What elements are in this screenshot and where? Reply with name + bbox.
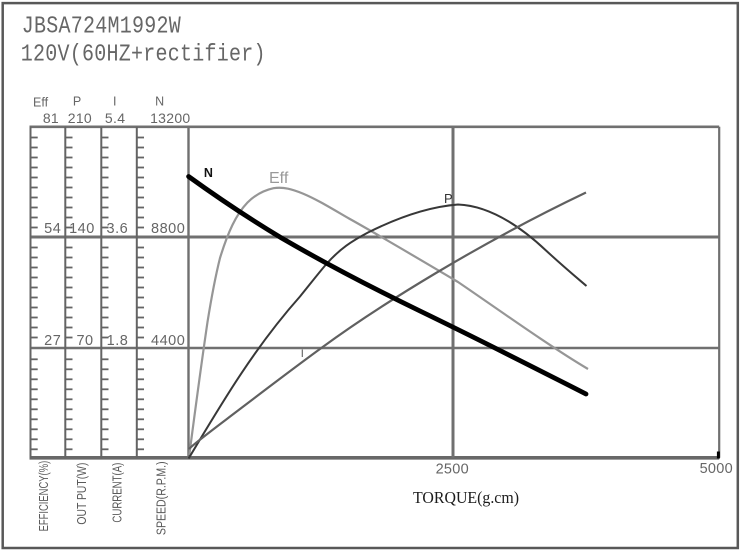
svg-text:13200: 13200: [150, 110, 190, 126]
svg-text:I: I: [301, 348, 304, 360]
svg-text:54: 54: [44, 221, 61, 237]
svg-text:2500: 2500: [436, 461, 469, 477]
svg-text:I: I: [113, 95, 116, 109]
svg-text:27: 27: [44, 333, 61, 349]
svg-text:5000: 5000: [700, 461, 733, 477]
svg-text:SPEED(R.P.M.): SPEED(R.P.M.): [153, 461, 168, 535]
svg-text:1.8: 1.8: [107, 333, 129, 349]
svg-text:EFFICIENCY(%): EFFICIENCY(%): [36, 461, 51, 532]
svg-text:P: P: [73, 95, 81, 109]
svg-text:N: N: [204, 166, 213, 180]
svg-text:Eff: Eff: [33, 96, 49, 110]
svg-text:210: 210: [68, 110, 92, 126]
svg-text:OUT PUT(W): OUT PUT(W): [74, 463, 89, 525]
svg-text:4400: 4400: [151, 333, 185, 349]
svg-text:140: 140: [69, 221, 95, 237]
svg-text:Eff: Eff: [269, 170, 289, 187]
svg-text:5.4: 5.4: [105, 110, 125, 126]
svg-text:120V(60HZ+rectifier): 120V(60HZ+rectifier): [21, 40, 266, 68]
svg-text:JBSA724M1992W: JBSA724M1992W: [22, 12, 181, 40]
svg-text:8800: 8800: [151, 221, 185, 237]
svg-text:TORQUE(g.cm): TORQUE(g.cm): [413, 488, 519, 507]
svg-text:P: P: [444, 191, 453, 206]
svg-text:CURRENT(A): CURRENT(A): [110, 463, 125, 523]
svg-text:3.6: 3.6: [107, 221, 129, 237]
svg-text:81: 81: [43, 110, 59, 126]
svg-text:N: N: [155, 95, 164, 109]
svg-text:70: 70: [76, 333, 93, 349]
